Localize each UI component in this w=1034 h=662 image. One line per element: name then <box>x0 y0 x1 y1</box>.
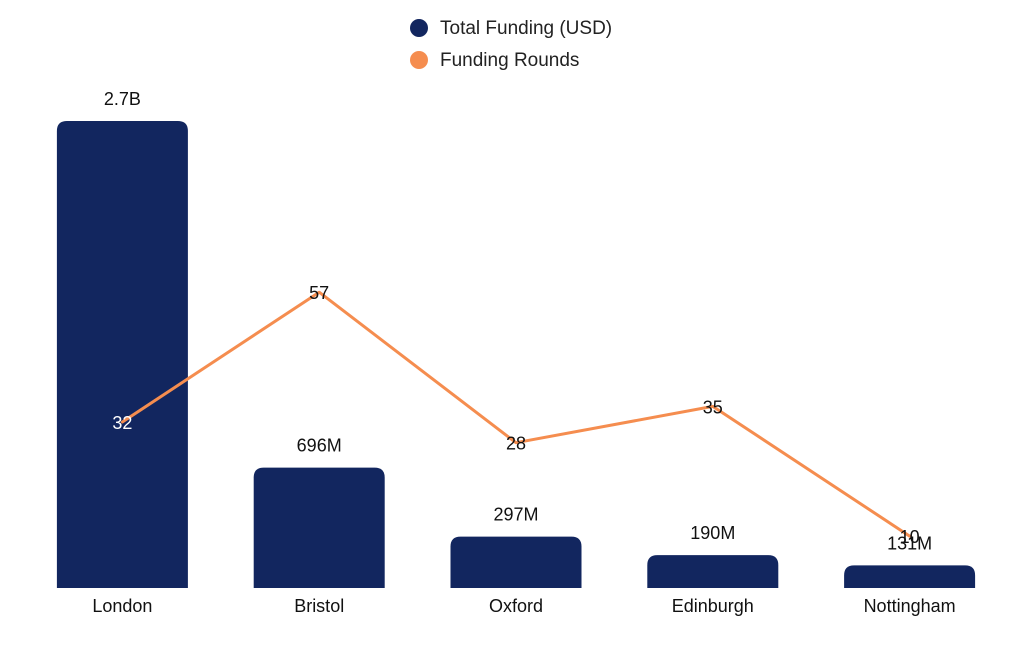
line-point-label-bristol: 57 <box>309 283 329 303</box>
bar-value-label-oxford: 297M <box>493 505 538 525</box>
line-layer: 32 57 28 35 10 <box>112 283 919 547</box>
bar-london <box>56 121 188 588</box>
x-tick-label-london: London <box>92 596 152 616</box>
line-point-label-nottingham: 10 <box>900 527 920 547</box>
line-point-label-oxford: 28 <box>506 434 526 454</box>
line-point-label-london: 32 <box>112 413 132 433</box>
line-funding-rounds <box>120 290 912 538</box>
legend-item-funding-rounds: Funding Rounds <box>410 44 670 76</box>
legend-swatch-funding-rounds <box>410 51 428 69</box>
x-tick-label-edinburgh: Edinburgh <box>672 596 754 616</box>
x-tick-label-bristol: Bristol <box>294 596 344 616</box>
legend-swatch-total-funding <box>410 19 428 37</box>
legend-label-funding-rounds: Funding Rounds <box>440 49 580 71</box>
line-point-label-edinburgh: 35 <box>703 397 723 417</box>
legend-item-total-funding: Total Funding (USD) <box>410 12 670 44</box>
bar-value-label-london: 2.7B <box>104 89 141 109</box>
bar-oxford <box>450 536 582 588</box>
x-tick-labels-layer: London Bristol Oxford Edinburgh Nottingham <box>92 596 955 616</box>
bar-value-label-nottingham: 131M <box>887 533 932 553</box>
x-tick-label-nottingham: Nottingham <box>864 596 956 616</box>
bar-bristol <box>253 467 385 588</box>
chart-legend: Total Funding (USD) Funding Rounds <box>410 12 670 76</box>
x-tick-label-oxford: Oxford <box>489 596 543 616</box>
legend-label-total-funding: Total Funding (USD) <box>440 17 613 39</box>
bar-value-label-bristol: 696M <box>297 436 342 456</box>
bar-value-labels-layer: 2.7B 696M 297M 190M 131M <box>104 89 932 553</box>
bar-edinburgh <box>647 555 779 588</box>
bar-nottingham <box>844 565 976 588</box>
bar-value-label-edinburgh: 190M <box>690 523 735 543</box>
bars-layer <box>56 121 976 588</box>
